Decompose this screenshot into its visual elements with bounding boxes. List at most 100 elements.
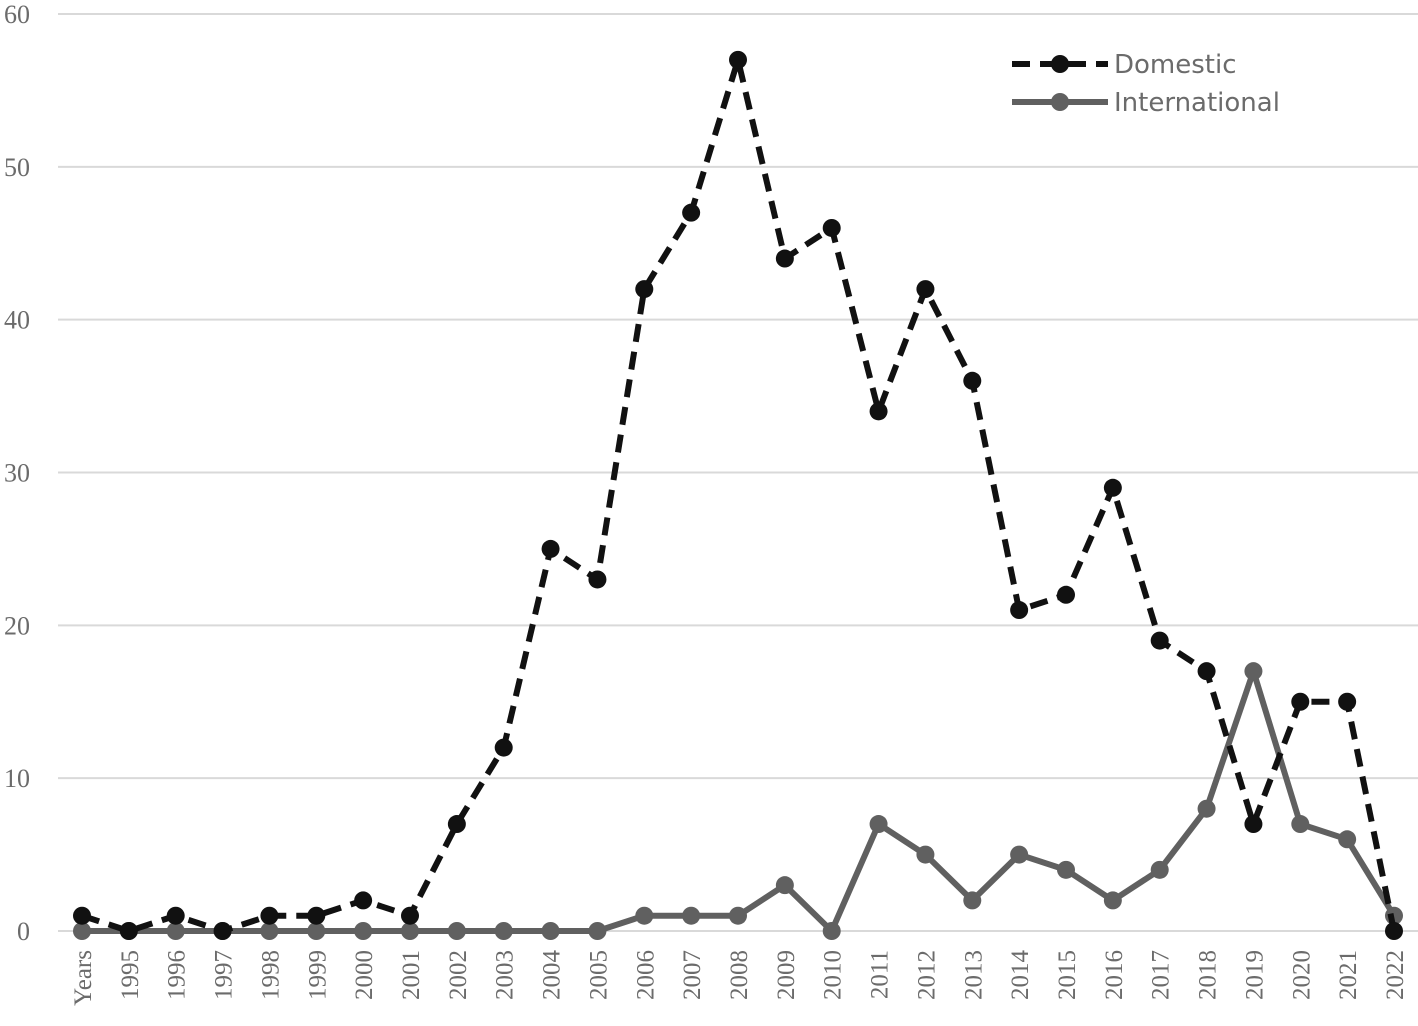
point-domestic — [1103, 478, 1122, 497]
point-domestic — [916, 280, 935, 299]
point-international — [1057, 860, 1075, 879]
legend: Domestic International — [1012, 50, 1280, 118]
point-international — [1338, 830, 1357, 849]
point-international — [916, 845, 935, 864]
point-international — [1244, 662, 1263, 681]
x-axis-tick-labels: Years 1995 1996 1997 1998 1999 2000 2001 2002 200… — [70, 950, 1409, 1006]
point-international — [260, 922, 279, 940]
point-international — [1103, 891, 1122, 910]
point-domestic — [447, 815, 466, 834]
legend-domestic-label: Domestic — [1114, 50, 1237, 80]
point-domestic — [963, 371, 982, 390]
x-tick-label: 2017 — [1148, 950, 1175, 1000]
point-international — [822, 922, 841, 940]
x-tick-label: 2000 — [351, 950, 378, 1000]
x-tick-label: 2015 — [1054, 950, 1081, 1000]
y-tick-label: 0 — [17, 917, 30, 946]
point-domestic — [822, 218, 841, 237]
point-international — [307, 922, 326, 940]
point-domestic — [494, 738, 513, 757]
x-tick-label: 1996 — [164, 950, 191, 1000]
point-international — [869, 815, 888, 834]
point-domestic — [729, 50, 747, 69]
y-tick-label: 30 — [4, 459, 30, 488]
point-domestic — [1338, 692, 1357, 711]
x-tick-label: 1995 — [117, 950, 144, 1000]
point-domestic — [307, 906, 326, 925]
point-international — [1010, 845, 1029, 864]
y-tick-label: 20 — [4, 611, 30, 640]
point-international — [166, 922, 185, 940]
y-tick-label: 40 — [4, 306, 30, 335]
point-international — [1150, 860, 1169, 879]
x-tick-label: 1998 — [257, 950, 284, 1000]
legend-international-marker — [1051, 93, 1069, 111]
point-domestic — [166, 906, 185, 925]
point-domestic — [1057, 585, 1075, 604]
point-international — [635, 906, 654, 925]
point-domestic — [682, 203, 701, 222]
series-line-international — [82, 668, 1397, 934]
x-tick-label: 2014 — [1007, 950, 1034, 1001]
point-domestic — [401, 906, 419, 925]
x-tick-label: 2009 — [773, 950, 800, 1000]
x-tick-label: 1999 — [304, 950, 331, 1000]
point-domestic — [354, 891, 373, 910]
point-international — [73, 922, 91, 940]
point-domestic — [73, 906, 91, 925]
point-international — [682, 906, 701, 925]
series-lines — [73, 50, 1403, 940]
x-tick-label: 1997 — [211, 950, 238, 1000]
point-international — [447, 922, 466, 940]
x-tick-label: 2004 — [539, 950, 566, 1001]
gridlines — [58, 13, 1418, 932]
point-international — [1291, 815, 1310, 834]
point-domestic — [1197, 662, 1216, 681]
point-international — [401, 922, 419, 940]
point-domestic — [119, 922, 138, 940]
point-international — [541, 922, 560, 940]
point-domestic — [1150, 631, 1169, 650]
x-tick-label: 2003 — [492, 950, 519, 1000]
y-tick-label: 10 — [4, 764, 30, 793]
point-international — [588, 922, 607, 940]
point-domestic — [635, 280, 654, 299]
legend-domestic-marker — [1051, 55, 1069, 73]
x-tick-label: 2011 — [867, 950, 894, 999]
point-domestic — [1244, 815, 1263, 834]
point-domestic — [869, 402, 888, 421]
x-tick-label: 2008 — [726, 950, 753, 1000]
x-tick-label: 2022 — [1382, 950, 1409, 1000]
x-tick-label: 2006 — [632, 950, 659, 1000]
x-tick-label: 2019 — [1241, 950, 1268, 1000]
point-domestic — [541, 539, 560, 558]
point-international — [963, 891, 982, 910]
point-international — [354, 922, 373, 940]
x-tick-label: 2016 — [1101, 950, 1128, 1000]
x-tick-label: 2007 — [679, 950, 706, 1000]
x-tick-label: 2020 — [1288, 950, 1315, 1000]
point-domestic — [1010, 601, 1029, 620]
point-domestic — [1291, 692, 1310, 711]
x-tick-label: 2005 — [585, 950, 612, 1000]
x-tick-label: 2002 — [445, 950, 472, 1000]
x-tick-label: 2013 — [960, 950, 987, 1000]
y-axis-tick-labels: 0 10 20 30 40 50 60 — [4, 0, 30, 946]
y-tick-label: 50 — [4, 153, 30, 182]
point-domestic — [1385, 922, 1403, 940]
point-domestic — [213, 922, 232, 940]
series-line-domestic — [81, 56, 1397, 934]
legend-international-label: International — [1114, 88, 1280, 118]
point-international — [775, 876, 794, 895]
point-domestic — [588, 570, 607, 589]
x-tick-label: Years — [70, 950, 97, 1006]
x-tick-label: 2021 — [1335, 950, 1362, 1000]
x-tick-label: 2018 — [1195, 950, 1222, 1000]
y-tick-label: 60 — [4, 0, 30, 29]
point-domestic — [775, 249, 794, 268]
x-tick-label: 2012 — [913, 950, 940, 1000]
point-domestic — [260, 906, 279, 925]
point-international — [1197, 799, 1216, 818]
x-tick-label: 2010 — [820, 950, 847, 1000]
